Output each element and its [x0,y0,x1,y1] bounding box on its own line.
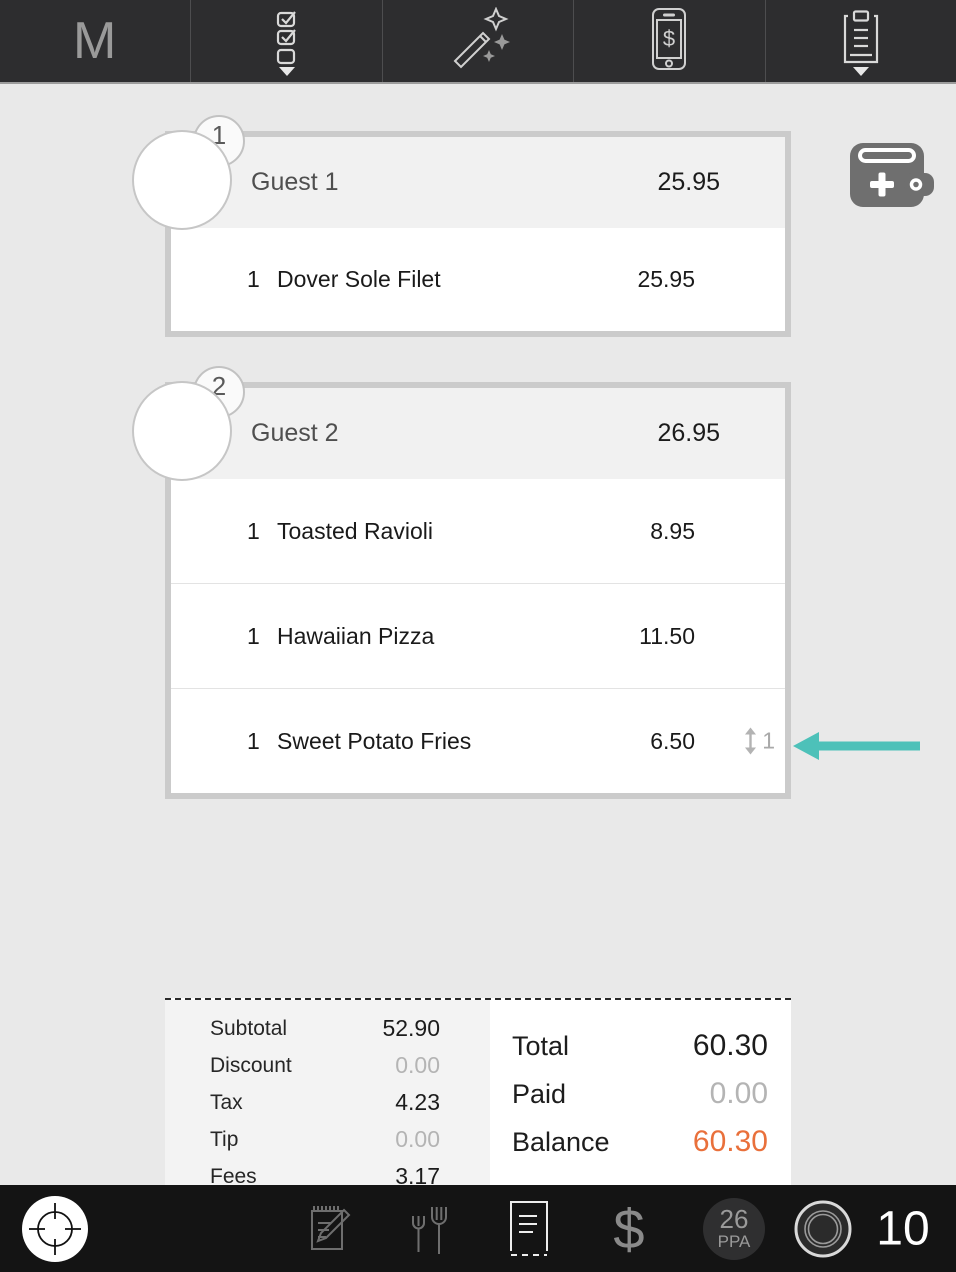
summary-value: 60.30 [692,1029,768,1062]
order-count-value: 10 [876,1202,930,1255]
top-toolbar: M [0,0,956,84]
item-qty: 1 [247,517,260,544]
totals-breakdown: Subtotal 52.90 Discount 0.00 Tax 4.23 Ti… [165,1000,490,1189]
summary-row-paid: Paid 0.00 [512,1070,768,1118]
totals-label: Tax [210,1090,243,1114]
magic-wand-button[interactable] [381,0,573,82]
item-name: Dover Sole Filet [277,266,441,292]
logo-m: M [73,12,118,70]
summary-row-balance: Balance 60.30 [512,1118,768,1166]
course-forks-button[interactable] [401,1200,459,1258]
guest-total: 25.95 [657,168,720,196]
chevron-down-icon [278,67,295,76]
svg-text:$: $ [663,26,675,51]
item-price: 8.95 [650,517,695,544]
ppa-value: 26 [719,1204,749,1234]
wallet-add-icon [848,143,936,217]
mobile-payment-button[interactable]: $ [573,0,764,82]
magic-wand-icon [445,5,511,76]
ppa-button[interactable]: 26 PPA [703,1197,765,1260]
summary-label: Balance [512,1126,610,1157]
task-checklist-icon [269,10,305,73]
guest-1-items: 1 Dover Sole Filet 25.95 [171,228,785,331]
mobile-payment-icon: $ [651,7,687,76]
table-target-button[interactable] [22,1195,88,1262]
notes-button[interactable] [303,1202,357,1256]
item-name: Toasted Ravioli [277,517,433,544]
totals-row-tip: Tip 0.00 [210,1121,440,1158]
item-qty: 1 [247,727,260,754]
totals-row-fees: Fees 3.17 [210,1158,440,1195]
order-count[interactable]: 10 [876,1201,929,1256]
item-name: Hawaiian Pizza [277,622,435,649]
order-item-row[interactable]: 1 Toasted Ravioli 8.95 [171,479,785,583]
totals-value: 0.00 [395,1126,440,1152]
dollar-icon: $ [613,1197,645,1260]
order-item-row[interactable]: 1 Sweet Potato Fries 6.50 1 [171,688,785,793]
receipt-icon [510,1200,548,1256]
plate-button[interactable] [793,1199,853,1259]
payment-dollar-button[interactable]: $ [613,1196,644,1261]
summary-label: Paid [512,1078,567,1109]
ppa-label: PPA [717,1232,751,1251]
totals-panel: Subtotal 52.90 Discount 0.00 Tax 4.23 Ti… [165,998,791,1189]
totals-value: 52.90 [382,1015,440,1041]
totals-value: 4.23 [395,1089,440,1115]
item-price: 6.50 [650,727,695,754]
order-item-row[interactable]: 1 Dover Sole Filet 25.95 [171,228,785,331]
guest-2-header[interactable]: Guest 2 26.95 [171,388,785,479]
totals-label: Discount [210,1053,292,1077]
notepad-pencil-icon [311,1205,351,1250]
guest-1-card: Guest 1 25.95 1 Dover Sole Filet 25.95 [165,131,791,337]
target-icon [29,1202,81,1255]
seat-number: 1 [762,727,775,754]
annotation-left-arrow [793,732,920,760]
order-item-row[interactable]: 1 Hawaiian Pizza 11.50 [171,583,785,688]
task-checklist-button[interactable] [190,0,381,82]
totals-row-subtotal: Subtotal 52.90 [210,1010,440,1047]
check-area: Guest 1 25.95 1 Dover Sole Filet 25.95 1… [0,84,956,1189]
item-price: 11.50 [639,622,695,649]
item-qty: 1 [247,622,260,649]
summary-value: 0.00 [709,1077,768,1110]
guest-total: 26.95 [657,419,720,447]
totals-label: Subtotal [210,1016,288,1040]
guest-2-avatar[interactable] [132,381,232,481]
totals-row-tax: Tax 4.23 [210,1084,440,1121]
item-price: 25.95 [637,266,695,292]
guest-1-header[interactable]: Guest 1 25.95 [171,137,785,228]
menu-logo-button[interactable]: M [0,0,190,82]
summary-row-total: Total 60.30 [512,1022,768,1070]
totals-label: Fees [210,1164,257,1188]
guest-2-items: 1 Toasted Ravioli 8.95 1 Hawaiian Pizza … [171,479,785,793]
totals-row-discount: Discount 0.00 [210,1047,440,1084]
clipboard-receipt-icon [840,9,882,73]
bottom-toolbar: $ 26 PPA 10 [0,1185,956,1272]
guest-name: Guest 2 [251,419,339,447]
forks-icon [412,1206,447,1254]
guest-2-card: Guest 2 26.95 1 Toasted Ravioli 8.95 1 H… [165,382,791,799]
plate-icon [794,1200,852,1257]
clipboard-receipt-button[interactable] [764,0,956,82]
chevron-down-icon [852,67,869,76]
up-down-arrow-icon [745,727,757,755]
item-seat-indicator[interactable]: 1 [743,727,775,755]
guest-1-avatar[interactable] [132,130,232,230]
check-receipt-button[interactable] [506,1199,552,1259]
summary-value: 60.30 [692,1125,768,1158]
item-qty: 1 [247,266,260,292]
totals-summary: Total 60.30 Paid 0.00 Balance 60.30 [490,1000,791,1185]
totals-value: 0.00 [395,1052,440,1078]
totals-label: Tip [210,1127,239,1151]
guest-name: Guest 1 [251,168,339,196]
totals-value: 3.17 [395,1163,440,1189]
add-payment-wallet-button[interactable] [848,135,936,213]
summary-label: Total [512,1030,570,1061]
item-name: Sweet Potato Fries [277,727,472,754]
